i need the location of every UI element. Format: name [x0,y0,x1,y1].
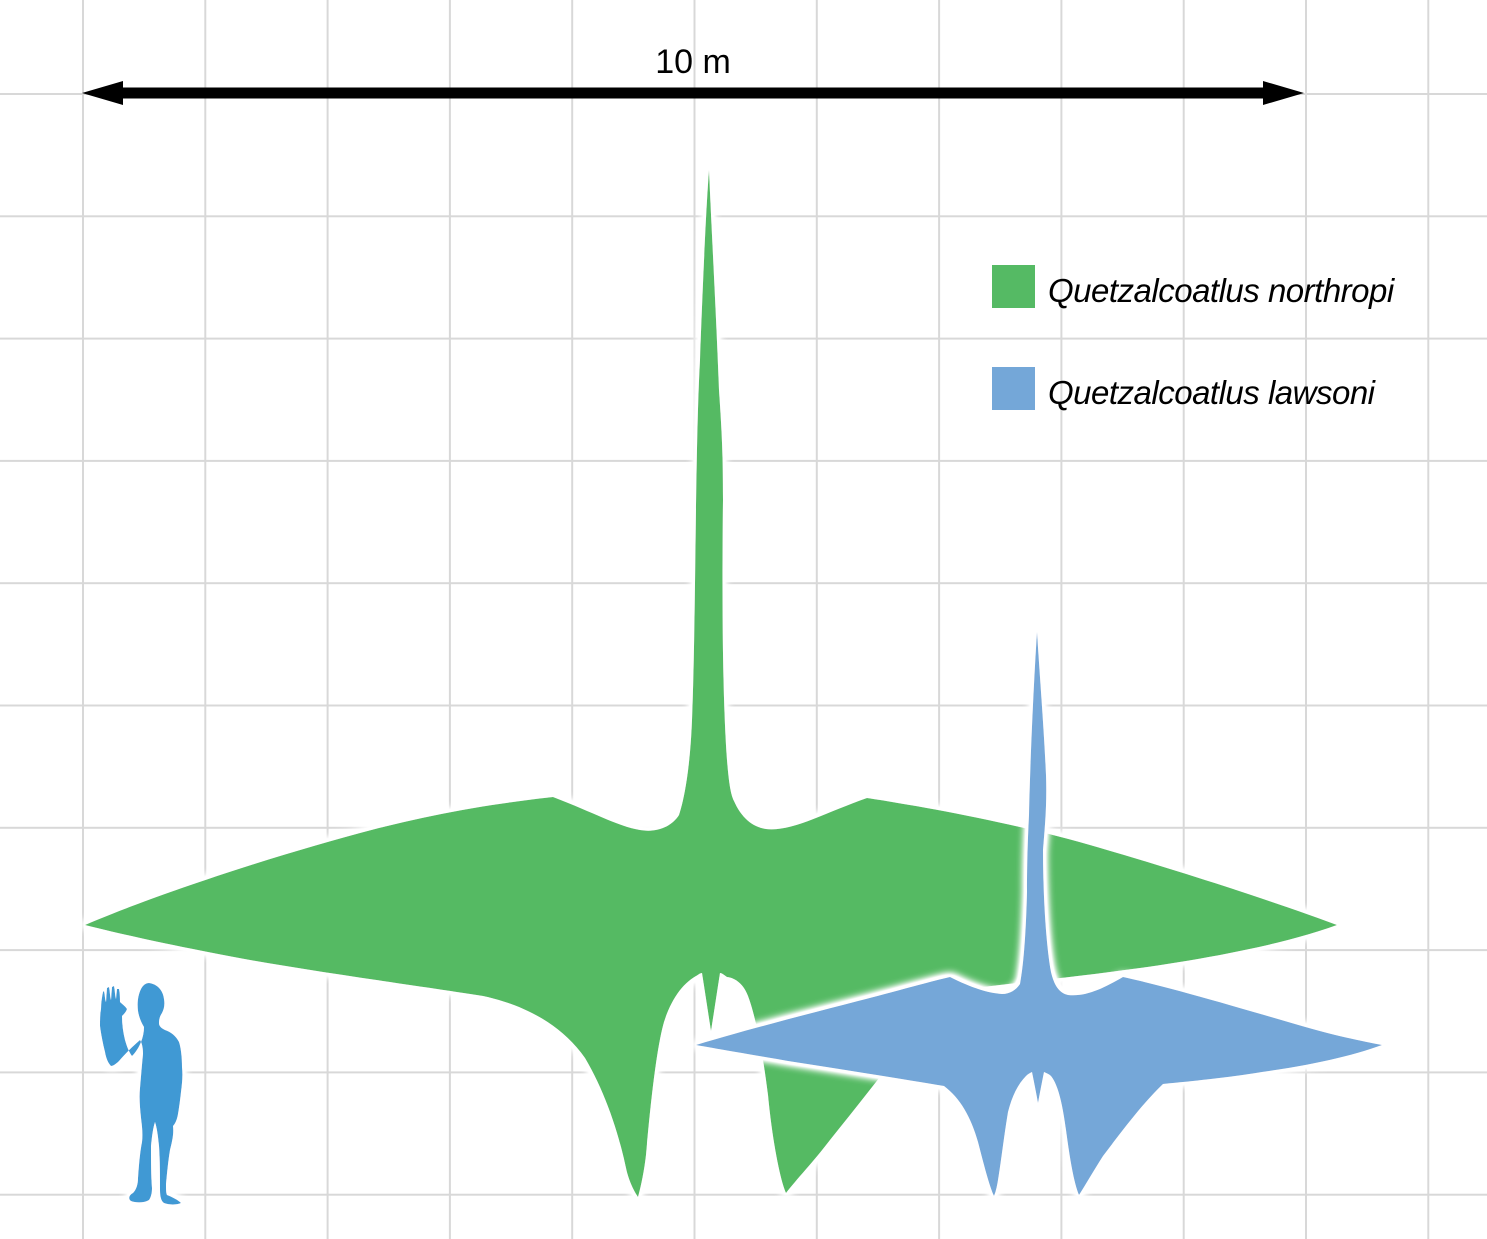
human-group [100,983,183,1205]
quetzalcoatlus-lawsoni-silhouette [696,632,1382,1196]
legend-item-northropi: Quetzalcoatlus northropi [992,265,1396,309]
lawsoni-group [696,632,1382,1196]
human-silhouette [100,983,183,1205]
scale-arrow [82,81,1304,105]
legend-label-lawsoni: Quetzalcoatlus lawsoni [1048,374,1377,411]
legend: Quetzalcoatlus northropi Quetzalcoatlus … [992,265,1396,411]
quetzalcoatlus-northropi-silhouette [85,170,1337,1197]
northropi-group [85,170,1337,1197]
scale-label: 10 m [655,43,731,81]
legend-label-northropi: Quetzalcoatlus northropi [1048,272,1396,309]
scale-bar: 10 m [82,43,1304,105]
legend-item-lawsoni: Quetzalcoatlus lawsoni [992,367,1377,411]
legend-swatch-northropi [992,265,1035,308]
legend-swatch-lawsoni [992,367,1035,410]
